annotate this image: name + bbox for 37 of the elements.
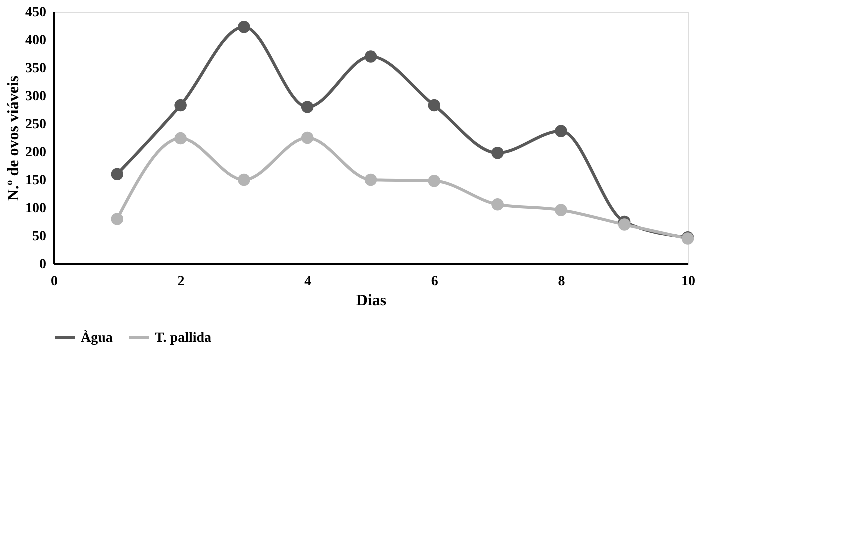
x-tick-label: 6 xyxy=(431,274,438,290)
point xyxy=(555,125,568,138)
y-tick-label: 150 xyxy=(26,174,46,188)
point xyxy=(555,204,568,216)
y-tick-label: 350 xyxy=(26,62,46,76)
point xyxy=(428,99,441,112)
point xyxy=(111,213,124,226)
point xyxy=(301,101,314,114)
y-tick-label: 50 xyxy=(32,230,46,244)
y-tick-label: 100 xyxy=(26,202,46,216)
x-tick-label: 2 xyxy=(178,274,185,290)
point xyxy=(492,147,504,160)
point xyxy=(364,50,378,63)
y-tick-label: 300 xyxy=(26,90,46,104)
y-tick-label: 450 xyxy=(26,6,46,20)
point xyxy=(174,99,187,112)
point xyxy=(364,174,378,186)
legend-label: Àgua xyxy=(81,328,113,346)
y-tick-label: 200 xyxy=(26,146,46,160)
x-tick-label: 0 xyxy=(51,274,58,290)
y-axis-title: N.º de ovos viáveis xyxy=(6,76,22,202)
point xyxy=(238,174,250,186)
point xyxy=(428,175,441,188)
x-axis-title: Dias xyxy=(356,292,387,310)
point xyxy=(111,168,124,181)
x-tick-label: 10 xyxy=(682,274,696,290)
y-tick-label: 0 xyxy=(40,258,46,272)
point xyxy=(618,218,631,231)
point xyxy=(301,132,314,144)
x-tick-label: 4 xyxy=(304,274,312,290)
point xyxy=(238,21,250,34)
y-tick-label: 250 xyxy=(26,118,46,132)
legend-label: T. pallida xyxy=(155,330,212,346)
point xyxy=(174,132,187,145)
point xyxy=(492,198,504,211)
x-tick-label: 8 xyxy=(558,274,566,290)
y-tick-label: 400 xyxy=(26,34,46,48)
